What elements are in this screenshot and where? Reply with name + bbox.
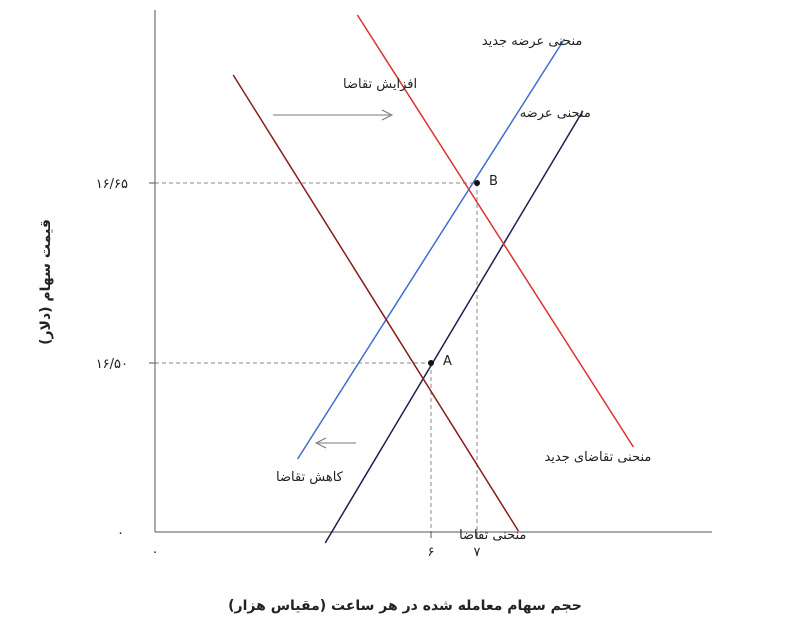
curve-label: منحنی عرضه (520, 106, 591, 121)
curves (232, 14, 635, 544)
x-tick-label: ۶ (428, 545, 435, 560)
labels: منحنی عرضه منحنی عرضه جدید منحنی تقاضا منحن… (459, 34, 651, 543)
decrease-label: کاهش تقاضا (276, 470, 344, 485)
increase-label: افزایش تقاضا (343, 77, 417, 92)
curve-line (356, 14, 635, 448)
increase-arrowhead (381, 109, 394, 121)
y-origin-label: ۰ (117, 526, 124, 541)
y-tick-label: ۱۶/۶۵ (96, 177, 128, 192)
point-label: B (489, 174, 498, 189)
x-axis-title: حجم سهام معامله شده در هر ساعت (مقیاس هز… (228, 598, 582, 614)
curve-line (232, 74, 520, 532)
point-label: A (443, 354, 452, 369)
equilibrium-point (428, 360, 434, 366)
shift-arrows: افزایش تقاضا کاهش تقاضا (273, 77, 417, 485)
equilibrium-points: AB (428, 174, 498, 369)
equilibrium-point (474, 180, 480, 186)
curve-line (296, 38, 566, 460)
x-tick-label: ۰ (152, 545, 159, 560)
axes: ۰ ۶ ۷ ۱۶/۵۰ ۱۶/۶۵ ۰ حجم سهام معامله شده در هر … (38, 10, 712, 614)
curve-line (324, 110, 584, 544)
curve-label: منحنی تقاضا (459, 528, 526, 543)
y-tick-label: ۱۶/۵۰ (96, 357, 128, 372)
curve-label: منحنی عرضه جدید (482, 34, 583, 49)
y-axis-title: قیمت سهام (دلار) (38, 219, 54, 345)
curve-label: منحنی تقاضای جدید (544, 450, 651, 465)
decrease-arrowhead (314, 437, 327, 449)
x-tick-label: ۷ (474, 545, 481, 560)
